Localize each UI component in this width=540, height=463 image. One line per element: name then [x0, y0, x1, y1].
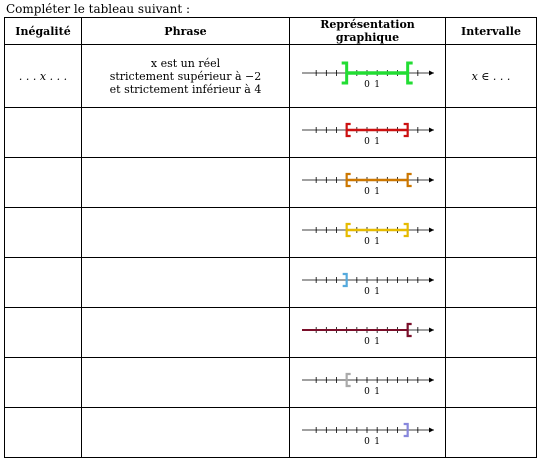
right-bracket-icon — [403, 122, 409, 137]
arrow-icon — [428, 70, 434, 76]
left-bracket-icon — [341, 61, 348, 85]
interval-cell[interactable] — [445, 207, 537, 258]
header-intervalle: Intervalle — [445, 17, 537, 45]
phrase-cell[interactable] — [81, 357, 290, 408]
tick-label: 0 — [364, 187, 370, 197]
left-bracket-icon — [345, 372, 351, 387]
interval-cell[interactable]: x ∈ . . . — [445, 44, 537, 108]
tick-label: 1 — [374, 137, 380, 147]
interval-cell[interactable] — [445, 307, 537, 358]
phrase-cell[interactable] — [81, 307, 290, 358]
interval-cell[interactable] — [445, 107, 537, 158]
right-bracket-icon — [403, 422, 409, 437]
phrase-cell[interactable] — [81, 207, 290, 258]
phrase-line: et strictement inférieur à 4 — [109, 82, 262, 96]
tick-label: 0 — [364, 80, 370, 90]
inequality-cell[interactable] — [4, 107, 82, 158]
tick-label: 0 — [364, 337, 370, 347]
tick-label: 1 — [374, 80, 380, 90]
header-inegalite: Inégalité — [4, 17, 82, 45]
tick-label: 0 — [364, 137, 370, 147]
arrow-icon — [428, 427, 434, 432]
exercise-table: Inégalité Phrase Représentation graphiqu… — [4, 17, 537, 458]
arrow-icon — [428, 377, 434, 382]
right-bracket-icon — [405, 61, 413, 85]
interval-cell[interactable] — [445, 257, 537, 308]
tick-label: 1 — [374, 287, 380, 297]
right-bracket-icon — [406, 172, 412, 187]
header-row: Inégalité Phrase Représentation graphiqu… — [4, 17, 537, 45]
arrow-icon — [428, 127, 434, 132]
inequality-cell[interactable] — [4, 207, 82, 258]
left-bracket-icon — [342, 272, 348, 287]
phrase-cell[interactable] — [81, 157, 290, 208]
phrase-line: strictement supérieur à −2 — [109, 69, 262, 83]
tick-label: 1 — [374, 387, 380, 397]
inequality-cell[interactable] — [4, 257, 82, 308]
interval-cell[interactable] — [445, 157, 537, 208]
interval-cell[interactable] — [445, 407, 537, 458]
phrase-cell[interactable]: x est un réel strictement supérieur à −2 e… — [81, 44, 290, 108]
tick-label: 1 — [374, 437, 380, 447]
arrow-icon — [428, 277, 434, 282]
phrase-cell[interactable] — [81, 107, 290, 158]
phrase-line: x est un réel — [150, 56, 221, 70]
left-bracket-icon — [345, 172, 351, 187]
tick-label: 0 — [364, 237, 370, 247]
header-phrase: Phrase — [81, 17, 290, 45]
tick-label: 1 — [374, 187, 380, 197]
arrow-icon — [428, 177, 434, 182]
right-bracket-icon — [403, 222, 409, 237]
tick-label: 0 — [364, 387, 370, 397]
header-representation: Représentation graphique — [289, 17, 446, 45]
right-bracket-icon — [406, 322, 412, 337]
left-bracket-icon — [345, 122, 351, 137]
interval-text: x ∈ . . . — [471, 69, 511, 83]
inequality-cell[interactable] — [4, 307, 82, 358]
left-bracket-icon — [345, 222, 351, 237]
inequality-text: . . . x . . . — [18, 69, 68, 83]
inequality-cell[interactable] — [4, 407, 82, 458]
interval-cell[interactable] — [445, 357, 537, 408]
phrase-cell[interactable] — [81, 407, 290, 458]
tick-label: 1 — [374, 237, 380, 247]
inequality-cell[interactable] — [4, 357, 82, 408]
table-row: . . . x . . . x est un réel strictement su… — [4, 44, 537, 108]
tick-label: 0 — [364, 437, 370, 447]
inequality-cell[interactable]: . . . x . . . — [4, 44, 82, 108]
instruction-text: Compléter le tableau suivant : — [6, 2, 190, 16]
inequality-cell[interactable] — [4, 157, 82, 208]
tick-label: 1 — [374, 337, 380, 347]
arrow-icon — [428, 327, 434, 332]
tick-label: 0 — [364, 287, 370, 297]
arrow-icon — [428, 227, 434, 232]
phrase-cell[interactable] — [81, 257, 290, 308]
